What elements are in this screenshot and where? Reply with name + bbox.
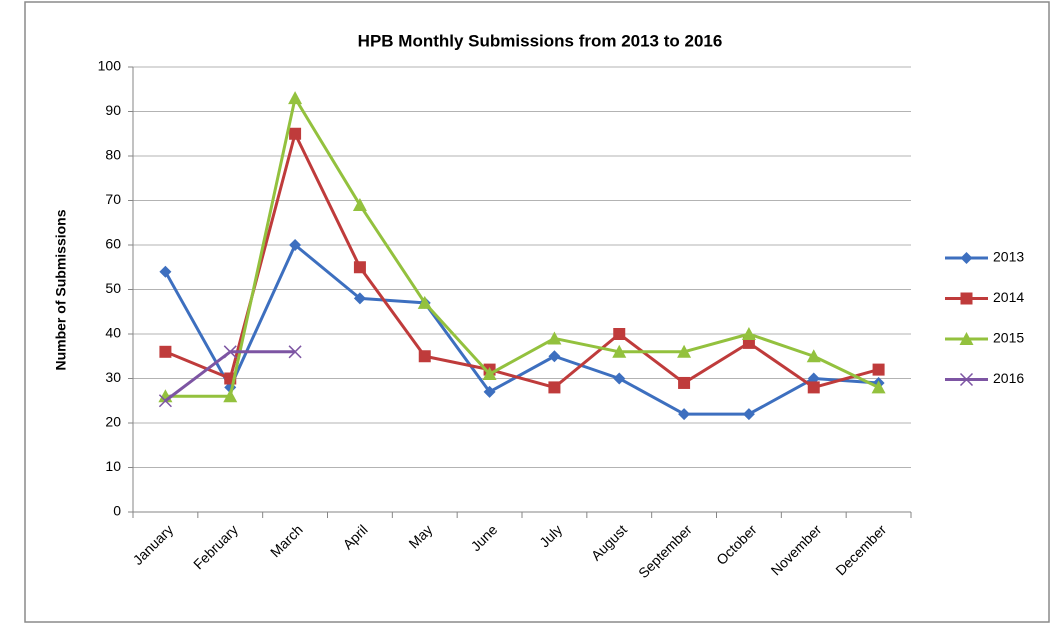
y-axis-label: Number of Submissions <box>53 209 69 370</box>
marker <box>483 385 496 398</box>
y-tick-label: 10 <box>105 458 121 474</box>
marker <box>678 376 691 389</box>
marker <box>960 292 973 305</box>
marker <box>959 372 974 387</box>
y-tick-label: 20 <box>105 414 121 430</box>
marker <box>159 265 172 278</box>
y-tick-label: 0 <box>113 503 121 519</box>
legend-item: 2015 <box>945 330 1024 346</box>
legend-label: 2013 <box>993 249 1024 265</box>
marker <box>353 261 366 274</box>
marker <box>548 350 561 363</box>
marker <box>353 292 366 305</box>
legend-item: 2013 <box>945 249 1024 265</box>
series-line <box>164 243 879 416</box>
marker <box>547 331 562 345</box>
marker <box>678 408 691 421</box>
marker <box>289 127 302 140</box>
legend-item: 2014 <box>945 289 1024 305</box>
marker <box>960 252 973 264</box>
marker <box>807 381 820 394</box>
marker <box>289 239 302 251</box>
y-tick-label: 50 <box>105 280 121 296</box>
series-line <box>164 132 879 389</box>
chart-title: HPB Monthly Submissions from 2013 to 201… <box>358 31 723 50</box>
marker <box>482 367 497 381</box>
chart-frame <box>24 1 1050 623</box>
marker <box>612 344 627 358</box>
marker <box>806 349 821 363</box>
marker <box>742 408 755 421</box>
y-tick-label: 80 <box>105 147 121 163</box>
marker <box>417 295 432 309</box>
marker <box>959 332 974 345</box>
marker <box>613 372 626 385</box>
marker <box>418 350 431 363</box>
y-tick-label: 100 <box>98 58 122 74</box>
y-tick-label: 30 <box>105 369 121 385</box>
marker <box>159 345 172 358</box>
y-tick-label: 40 <box>105 325 121 341</box>
marker <box>288 91 303 105</box>
legend-item: 2016 <box>945 370 1024 386</box>
marker <box>288 345 302 359</box>
legend-label: 2016 <box>993 370 1024 386</box>
marker <box>872 363 885 376</box>
marker <box>677 344 692 358</box>
marker <box>223 389 238 403</box>
marker <box>548 381 561 394</box>
series-line <box>165 96 880 398</box>
marker <box>352 197 367 211</box>
marker <box>741 327 756 340</box>
y-tick-label: 70 <box>105 191 121 207</box>
marker <box>871 380 886 394</box>
marker <box>158 394 172 408</box>
legend-label: 2014 <box>993 289 1024 305</box>
legend-label: 2015 <box>993 330 1024 346</box>
y-tick-label: 60 <box>105 236 121 252</box>
marker <box>613 328 626 340</box>
y-tick-label: 90 <box>105 102 121 118</box>
marker <box>223 345 237 359</box>
